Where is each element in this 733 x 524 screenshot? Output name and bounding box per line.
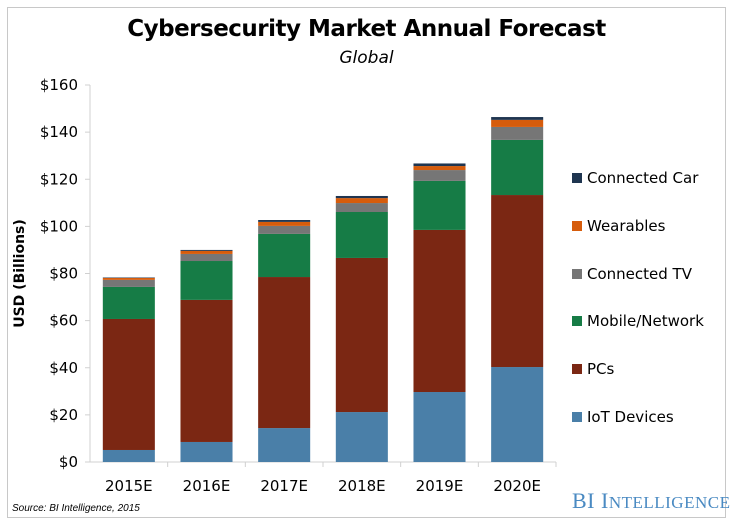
bar-segment-iot-devices bbox=[413, 392, 466, 462]
bar-segment-wearables bbox=[413, 166, 466, 171]
bar-segment-wearables bbox=[102, 277, 155, 280]
bar-segment-mobile-network bbox=[180, 261, 233, 300]
legend-label: Wearables bbox=[587, 216, 666, 235]
legend-swatch bbox=[572, 412, 582, 422]
legend-label: Connected TV bbox=[587, 264, 692, 283]
bar-segment-iot-devices bbox=[491, 367, 544, 462]
legend-item: IoT Devices bbox=[572, 407, 674, 427]
bar-segment-connected-car bbox=[180, 249, 233, 251]
y-tick-label: $60 bbox=[49, 312, 78, 330]
brand-logo: BI INTELLIGENCE bbox=[572, 488, 730, 514]
legend-swatch bbox=[572, 364, 582, 375]
legend-label: Connected Car bbox=[587, 169, 699, 187]
x-tick-label: 2018E bbox=[338, 477, 386, 495]
brand-word-rest: NTELLIGENCE bbox=[608, 493, 731, 512]
bar-segment-pcs bbox=[258, 277, 311, 429]
bar-segment-connected-tv bbox=[102, 279, 155, 287]
bar-segment-pcs bbox=[335, 257, 388, 413]
bar-segment-iot-devices bbox=[180, 441, 233, 462]
bar-segment-wearables bbox=[335, 198, 388, 204]
x-tick-label: 2015E bbox=[105, 477, 153, 495]
bar-segment-iot-devices bbox=[335, 412, 388, 462]
source-note: Source: BI Intelligence, 2015 bbox=[12, 503, 140, 514]
y-tick-label: $0 bbox=[59, 453, 78, 471]
legend-label: Mobile/Network bbox=[587, 312, 704, 331]
brand-initials: BI bbox=[572, 488, 595, 513]
legend-item: Connected TV bbox=[572, 264, 692, 284]
legend-item: Wearables bbox=[572, 216, 665, 236]
y-tick-label: $80 bbox=[49, 265, 78, 283]
legend-swatch bbox=[572, 268, 582, 279]
bar-segment-connected-tv bbox=[335, 203, 388, 213]
bar-segment-mobile-network bbox=[413, 180, 466, 230]
x-tick-label: 2020E bbox=[493, 477, 541, 495]
bar-segment-iot-devices bbox=[258, 428, 311, 462]
bar-segment-connected-car bbox=[413, 163, 466, 167]
bar-segment-mobile-network bbox=[491, 139, 544, 196]
x-tick-label: 2019E bbox=[416, 477, 464, 495]
bar-segment-pcs bbox=[413, 229, 466, 393]
bar-segment-connected-car bbox=[258, 220, 311, 222]
bar-segment-connected-tv bbox=[180, 253, 233, 262]
bar-segment-mobile-network bbox=[102, 286, 155, 319]
y-tick-label: $160 bbox=[40, 76, 78, 94]
y-tick-label: $40 bbox=[49, 359, 78, 377]
bar-segment-mobile-network bbox=[258, 233, 311, 278]
chart-title: Cybersecurity Market Annual Forecast bbox=[127, 16, 606, 42]
bar-segment-pcs bbox=[102, 318, 155, 450]
y-tick-label: $140 bbox=[40, 123, 78, 141]
bar-segment-iot-devices bbox=[102, 449, 155, 462]
y-axis-title: USD (Billions) bbox=[12, 219, 28, 328]
legend-label: IoT Devices bbox=[587, 408, 674, 426]
legend-swatch bbox=[572, 173, 582, 183]
y-tick-label: $120 bbox=[40, 170, 78, 188]
bar-segment-pcs bbox=[491, 195, 544, 368]
legend-item: Mobile/Network bbox=[572, 311, 704, 331]
x-tick-label: 2017E bbox=[260, 477, 308, 495]
legend-swatch bbox=[572, 316, 582, 327]
bar-segment-wearables bbox=[491, 119, 544, 127]
chart-subtitle: Global bbox=[339, 48, 394, 68]
bar-segment-connected-tv bbox=[491, 126, 544, 140]
bar-segment-connected-car bbox=[335, 195, 388, 199]
legend-item: Connected Car bbox=[572, 168, 698, 188]
bar-segment-wearables bbox=[180, 250, 233, 254]
bar-segment-mobile-network bbox=[335, 212, 388, 258]
bar-segment-wearables bbox=[258, 221, 311, 226]
bar-segment-connected-tv bbox=[258, 225, 311, 234]
legend-item: PCs bbox=[572, 359, 614, 379]
x-tick-label: 2016E bbox=[183, 477, 231, 495]
bar-segment-connected-car bbox=[491, 117, 544, 120]
legend-swatch bbox=[572, 220, 582, 231]
brand-word-first: I bbox=[601, 488, 609, 513]
y-tick-label: $20 bbox=[49, 406, 78, 424]
bar-segment-pcs bbox=[180, 299, 233, 442]
legend-label: PCs bbox=[587, 360, 615, 379]
y-tick-label: $100 bbox=[40, 217, 78, 235]
bar-segment-connected-tv bbox=[413, 170, 466, 181]
